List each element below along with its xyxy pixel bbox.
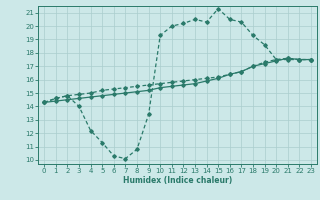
X-axis label: Humidex (Indice chaleur): Humidex (Indice chaleur)	[123, 176, 232, 185]
